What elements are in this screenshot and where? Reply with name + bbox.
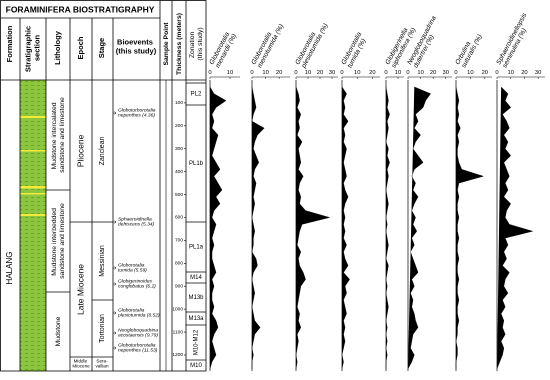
bioevent-label: Globorotalia tumida (5.59) (118, 263, 147, 274)
y-tick-label: 700 (175, 238, 183, 244)
x-tick-label: 30 (442, 70, 448, 76)
y-tick-label: 300 (175, 146, 183, 152)
zone-label: PL1b (189, 161, 204, 167)
zone-label: M14 (190, 275, 202, 281)
series-label: Orbulina suturalis (%) (454, 30, 484, 69)
y-tick-label: 100 (175, 100, 183, 106)
bioevent-arrow (113, 266, 117, 270)
epoch-label: Middle Miocene (72, 359, 90, 369)
column-header: Bioevents (this study) (116, 38, 157, 56)
bioevent-label: Globigerinoides conglobatus (6.2) (118, 279, 156, 290)
x-tick-label: 10 (467, 70, 473, 76)
bioevent-label: Sphaeroidinella dehiscens (5.34) (118, 217, 155, 228)
x-tick-label: 20 (521, 70, 527, 76)
column-header: Stage (97, 38, 106, 58)
abundance-area (295, 86, 331, 369)
strat-stripes (20, 116, 46, 216)
zone-label: M13a (188, 316, 204, 322)
zone-label: PL1a (189, 245, 204, 251)
column-header: Zonation (this study) (189, 27, 204, 60)
bioevent-arrow (113, 346, 117, 350)
zone-label: M10-M12 (194, 329, 200, 355)
bioevent-label: Neogloboquadrina acostaensis (9.79) (118, 328, 159, 339)
stage-label: Messinian (99, 245, 106, 277)
zone-label: PL2 (191, 92, 202, 98)
lithology-label: Mudstone (55, 316, 62, 346)
column-header: Lithology (53, 30, 62, 65)
x-tick-label: 0 (495, 70, 498, 76)
x-tick-label: 0 (208, 70, 211, 76)
y-tick-label: 1000 (172, 306, 183, 312)
column-header: Sample Point (163, 22, 170, 66)
lithology-label: Mudstone interbedded sandstone and limes… (51, 203, 66, 279)
y-tick-label: 800 (175, 261, 183, 267)
strat-column (20, 80, 46, 371)
bioevent-arrow (113, 220, 117, 224)
x-tick-label: 10 (507, 70, 513, 76)
x-tick-label: 20 (369, 70, 375, 76)
abundance-area (209, 86, 227, 369)
abundance-area (341, 86, 350, 369)
abundance-area (251, 86, 265, 369)
series-label: Sphaeroidinellopsis seminulina (%) (495, 10, 535, 69)
bioevent-label: Globorotalia plesiotumida (8.52) (117, 308, 160, 319)
stage-label: Zanclean (99, 136, 106, 165)
bioevent-arrow (113, 311, 117, 315)
abundance-area (385, 86, 390, 369)
x-tick-label: 10 (354, 70, 360, 76)
series-label: Globorotalia tumida (%) (340, 29, 370, 69)
column-header: Epoch (76, 36, 85, 59)
y-tick-label: 1100 (173, 329, 184, 335)
zone-label: M13b (188, 295, 204, 301)
series-label: Neogloboquadrina dutertrei (%) (406, 13, 444, 69)
stage-label: Tortonian (99, 314, 106, 343)
series-label: Globorotalia menotumida (%) (250, 20, 285, 69)
stage-label: Sera-vallian (95, 359, 108, 369)
x-tick-label: 0 (384, 70, 387, 76)
x-tick-label: 10 (262, 70, 268, 76)
table-frame (0, 0, 207, 372)
chart-title: FORAMINIFERA BIOSTRATIGRAPHY (6, 4, 155, 14)
x-tick-label: 0 (294, 70, 297, 76)
x-tick-label: 20 (430, 70, 436, 76)
x-tick-label: 30 (535, 70, 541, 76)
x-tick-label: 0 (406, 70, 409, 76)
abundance-area (407, 86, 431, 369)
x-tick-label: 0 (454, 70, 457, 76)
y-tick-label: 500 (175, 192, 183, 198)
y-tick-label: 400 (175, 169, 183, 175)
x-tick-label: 20 (276, 70, 282, 76)
column-header: Stratigraphic section (24, 24, 42, 72)
y-tick-label: 600 (175, 215, 183, 221)
lithology-label: Mudstone intercalated sandstone and lime… (51, 97, 66, 173)
epoch-label: Pliocene (75, 134, 85, 167)
y-tick-label: 200 (175, 123, 183, 129)
series-label: Globorotalia plesiotumida (%) (294, 19, 330, 70)
column-header: Thickness (meters) (176, 13, 183, 75)
x-tick-label: 10 (227, 70, 233, 76)
x-tick-label: 0 (340, 70, 343, 76)
bioevent-label: Globoturborotalia nepenthes (11.53) (118, 343, 158, 354)
y-tick-label: 900 (175, 283, 183, 289)
formation-label: HALANG (5, 252, 14, 285)
abundance-area (496, 86, 534, 369)
abundance-area (455, 86, 485, 369)
x-tick-label: 10 (417, 70, 423, 76)
bioevent-arrow (113, 111, 117, 115)
y-tick-label: 1200 (172, 352, 183, 358)
epoch-label: Late Miocene (75, 264, 85, 315)
x-tick-label: 0 (250, 70, 253, 76)
x-tick-label: 10 (305, 70, 311, 76)
zone-label: M10 (190, 363, 202, 369)
column-header: Formation (5, 25, 14, 62)
bioevent-arrow (113, 282, 117, 286)
series-label: Globorotalia menardii (%) (208, 29, 238, 69)
bioevent-label: Globoturborotalia nepenthes (4.36) (118, 108, 157, 119)
x-tick-label: 10 (395, 70, 401, 76)
x-tick-label: 30 (329, 70, 335, 76)
bioevent-arrow (113, 331, 117, 335)
x-tick-label: 20 (482, 70, 488, 76)
x-tick-label: 20 (317, 70, 323, 76)
